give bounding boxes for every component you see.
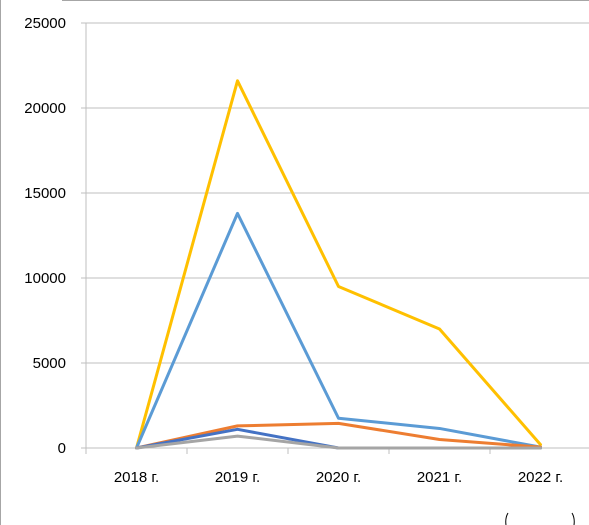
series-line-1	[135, 79, 542, 450]
series-lines	[135, 79, 542, 450]
x-tick-label: 2022 г.	[518, 469, 563, 486]
series-line-2	[135, 211, 542, 450]
gridlines	[86, 22, 589, 364]
y-tick-label: 0	[58, 440, 66, 457]
y-tick-label: 20000	[24, 100, 66, 117]
y-tick-label: 5000	[33, 355, 66, 372]
y-tick-label: 10000	[24, 270, 66, 287]
x-axis-tick-labels: 2018 г. 2019 г. 2020 г. 2021 г. 2022 г.	[114, 469, 563, 486]
y-axis-tick-labels: 0 5000 10000 15000 20000 25000	[24, 15, 66, 457]
y-tick-label: 15000	[24, 185, 66, 202]
x-tick-label: 2020 г.	[316, 469, 361, 486]
series-line-5	[135, 434, 542, 450]
x-tick-label: 2019 г.	[215, 469, 260, 486]
y-tick-label: 25000	[24, 15, 66, 32]
cropped-annotation-mark	[505, 512, 575, 525]
x-tick-label: 2018 г.	[114, 469, 159, 486]
x-tick-label: 2021 г.	[417, 469, 462, 486]
series-line-3	[135, 421, 542, 450]
